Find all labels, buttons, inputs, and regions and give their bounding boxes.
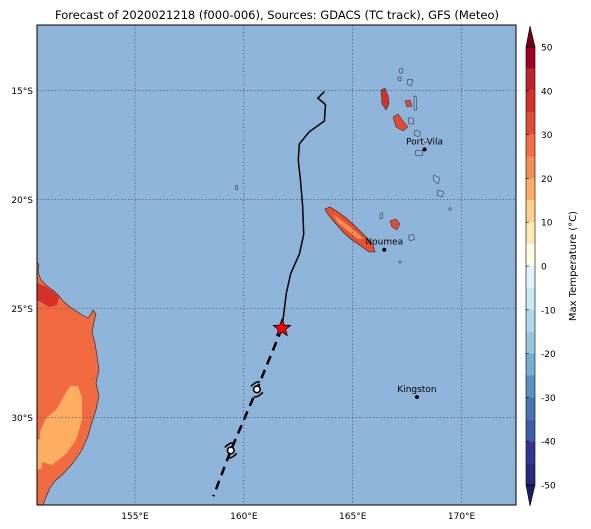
city-label: Port-Vila [406, 137, 443, 147]
map-frame [36, 24, 517, 506]
loyalty-island [389, 218, 401, 231]
city-label: Kingston [397, 385, 436, 395]
lon-tick-label: 160°E [230, 512, 258, 522]
map-area: Port-Vila Noumea Kingston [36, 24, 517, 506]
colorbar-label: Max Temperature (°C) [568, 211, 579, 321]
cyclone-track [212, 91, 327, 497]
colorbar-extend-bottom [525, 484, 536, 507]
city-marker [422, 147, 427, 152]
cyclone-symbol-icon [224, 442, 238, 459]
colorbar-cells [526, 47, 535, 485]
colorbar-cell [526, 90, 535, 113]
landmasses [37, 67, 452, 505]
colorbar-cell [526, 353, 535, 376]
city-marker [382, 247, 387, 252]
colorbar-tick-label: 40 [541, 87, 553, 97]
colorbar-cell [526, 331, 535, 354]
colorbar-cell [526, 112, 535, 135]
colorbar-tick-label: 30 [541, 131, 553, 141]
forecast-position-marker [252, 385, 262, 394]
colorbar-cell [526, 244, 535, 266]
longitude-tick-labels: 155°E 160°E 165°E 170°E [121, 512, 475, 522]
figure-title: Forecast of 2020021218 (f000-006), Sourc… [55, 8, 499, 22]
colorbar-tick-label: -20 [541, 350, 556, 360]
lat-tick-label: 15°S [11, 87, 33, 97]
lat-tick-label: 30°S [11, 414, 33, 424]
lat-tick-label: 20°S [11, 196, 33, 206]
colorbar-tick-label: 50 [541, 44, 553, 54]
colorbar-cell [526, 134, 535, 157]
lon-tick-label: 155°E [121, 512, 149, 522]
colorbar-cell [526, 178, 535, 201]
forecast-positions [224, 381, 264, 459]
colorbar-cell [526, 441, 535, 464]
track-past-line [281, 91, 327, 329]
colorbar-cell [526, 266, 535, 288]
colorbar-tick-label: 0 [541, 263, 547, 273]
city-labels: Port-Vila Noumea Kingston [365, 137, 443, 399]
colorbar-extend-top [525, 25, 536, 48]
colorbar-cell [526, 287, 535, 310]
colorbar-cell [526, 68, 535, 91]
storm-position-star-icon [272, 318, 292, 337]
colorbar-cell [526, 419, 535, 442]
latitude-tick-labels: 15°S 20°S 25°S 30°S [11, 87, 33, 424]
graticule [37, 25, 516, 505]
colorbar-tick-label: 20 [541, 175, 553, 185]
colorbar-cell [526, 47, 535, 69]
forecast-position-marker [226, 446, 235, 455]
colorbar-cell [526, 156, 535, 179]
colorbar-cell [526, 222, 535, 245]
lon-tick-label: 165°E [339, 512, 367, 522]
colorbar-tick-label: -40 [541, 438, 556, 448]
lon-tick-label: 170°E [448, 512, 476, 522]
city-label: Noumea [365, 238, 403, 248]
colorbar-cell [526, 200, 535, 223]
colorbar-cell [526, 375, 535, 398]
track-forecast-line [212, 327, 284, 497]
colorbar-cell [526, 463, 535, 485]
australia-landmass [37, 261, 100, 505]
city-marker [414, 395, 419, 399]
colorbar-tick-label: -10 [541, 306, 556, 316]
vanuatu-islands [380, 67, 452, 211]
colorbar-cell [526, 309, 535, 332]
ocean [37, 25, 516, 505]
colorbar-cell [526, 397, 535, 420]
lat-tick-label: 25°S [11, 305, 33, 315]
colorbar-tick-label: -50 [541, 482, 556, 492]
colorbar-tick-label: -30 [541, 394, 556, 404]
colorbar: 50 40 30 20 10 0 -10 -20 -30 -40 -50 Max Temperatu… [525, 25, 579, 507]
colorbar-tick-labels: 50 40 30 20 10 0 -10 -20 -30 -40 -50 [526, 44, 556, 492]
cyclone-symbol-icon [250, 381, 264, 398]
colorbar-tick-label: 10 [541, 219, 553, 229]
